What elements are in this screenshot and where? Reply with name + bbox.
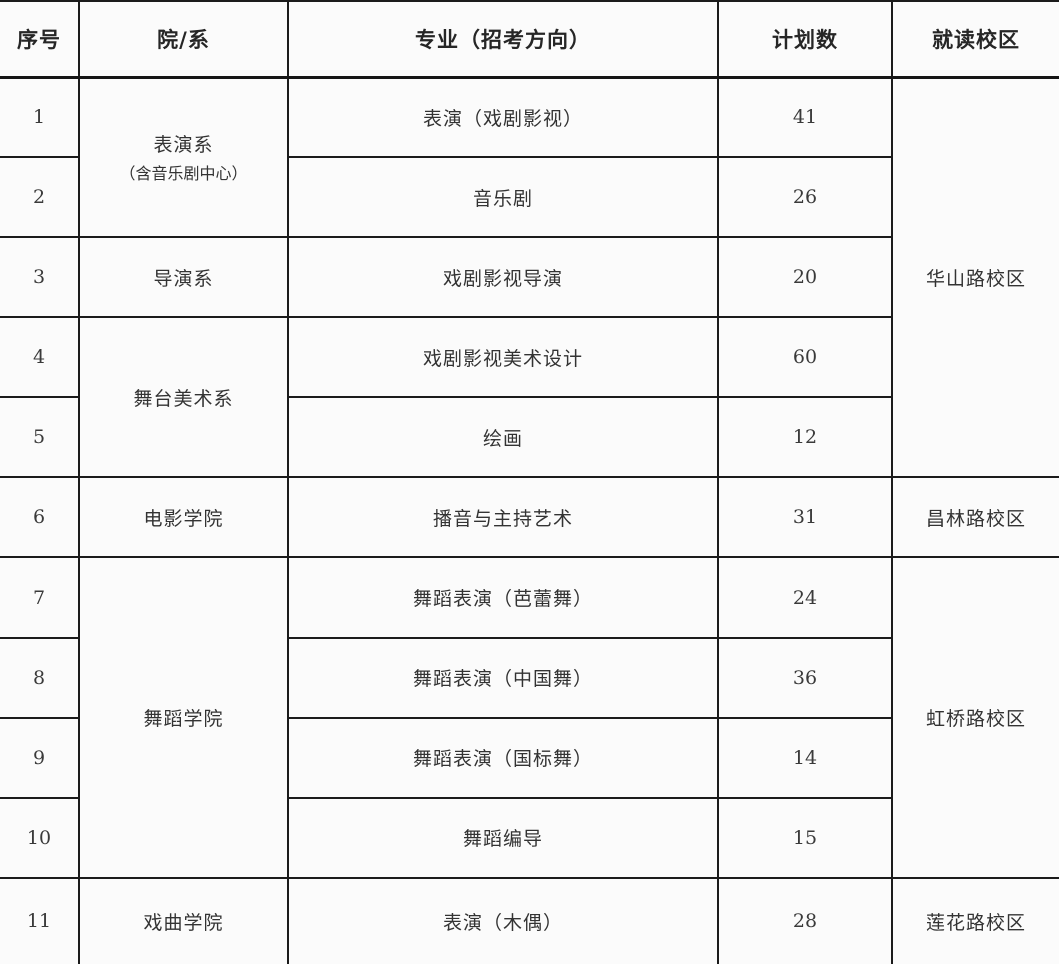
table-row: 5 绘画 12 bbox=[0, 396, 1059, 479]
department-cell: 表演系 （含音乐剧中心） bbox=[78, 75, 289, 239]
count-cell: 41 bbox=[717, 75, 893, 159]
row-number: 3 bbox=[0, 236, 80, 319]
header-campus: 就读校区 bbox=[891, 0, 1059, 79]
department-cell: 舞蹈学院 bbox=[78, 556, 289, 879]
department-sublabel: （含音乐剧中心） bbox=[119, 164, 248, 184]
count-cell: 26 bbox=[717, 156, 893, 239]
campus-cell: 华山路校区 bbox=[891, 75, 1059, 479]
department-label: 表演系 bbox=[153, 134, 214, 157]
major-cell: 舞蹈表演（芭蕾舞） bbox=[287, 556, 719, 639]
campus-cell: 昌林路校区 bbox=[891, 476, 1059, 559]
major-cell: 舞蹈表演（中国舞） bbox=[287, 636, 719, 719]
row-number: 4 bbox=[0, 316, 80, 399]
table-row: 1 表演系 （含音乐剧中心） 表演（戏剧影视） 41 华山路校区 bbox=[0, 75, 1059, 479]
count-cell: 12 bbox=[717, 396, 893, 479]
header-major: 专业（招考方向） bbox=[287, 0, 719, 79]
major-cell: 播音与主持艺术 bbox=[287, 476, 719, 559]
row-number: 5 bbox=[0, 396, 80, 479]
major-cell: 音乐剧 bbox=[287, 156, 719, 239]
department-cell: 导演系 bbox=[78, 236, 289, 319]
table-row: 6 电影学院 播音与主持艺术 31 昌林路校区 bbox=[0, 476, 1059, 559]
count-cell: 60 bbox=[717, 316, 893, 399]
department-cell: 电影学院 bbox=[78, 476, 289, 559]
major-cell: 表演（木偶） bbox=[287, 876, 719, 964]
department-cell: 戏曲学院 bbox=[78, 876, 289, 964]
table-row: 2 音乐剧 26 bbox=[0, 156, 1059, 239]
row-number: 10 bbox=[0, 796, 80, 879]
row-number: 9 bbox=[0, 716, 80, 799]
table-row: 3 导演系 戏剧影视导演 20 bbox=[0, 236, 1059, 319]
row-number: 2 bbox=[0, 156, 80, 239]
major-cell: 戏剧影视美术设计 bbox=[287, 316, 719, 399]
count-cell: 20 bbox=[717, 236, 893, 319]
table-row: 8 舞蹈表演（中国舞） 36 bbox=[0, 636, 1059, 719]
header-department: 院/系 bbox=[78, 0, 289, 79]
count-cell: 14 bbox=[717, 716, 893, 799]
row-number: 1 bbox=[0, 75, 80, 159]
campus-cell: 虹桥路校区 bbox=[891, 556, 1059, 879]
table-row: 10 舞蹈编导 15 bbox=[0, 796, 1059, 879]
count-cell: 31 bbox=[717, 476, 893, 559]
count-cell: 15 bbox=[717, 796, 893, 879]
major-cell: 戏剧影视导演 bbox=[287, 236, 719, 319]
row-number: 6 bbox=[0, 476, 80, 559]
table-row: 7 舞蹈学院 舞蹈表演（芭蕾舞） 24 虹桥路校区 bbox=[0, 556, 1059, 879]
major-cell: 舞蹈表演（国标舞） bbox=[287, 716, 719, 799]
row-number: 11 bbox=[0, 876, 80, 964]
header-no: 序号 bbox=[0, 0, 80, 79]
major-cell: 绘画 bbox=[287, 396, 719, 479]
campus-cell: 莲花路校区 bbox=[891, 876, 1059, 964]
count-cell: 24 bbox=[717, 556, 893, 639]
row-number: 7 bbox=[0, 556, 80, 639]
department-cell: 舞台美术系 bbox=[78, 316, 289, 479]
header-count: 计划数 bbox=[717, 0, 893, 79]
count-cell: 28 bbox=[717, 876, 893, 964]
count-cell: 36 bbox=[717, 636, 893, 719]
table-row: 4 舞台美术系 戏剧影视美术设计 60 bbox=[0, 316, 1059, 479]
header-row: 序号 院/系 专业（招考方向） 计划数 就读校区 bbox=[0, 0, 1059, 79]
row-number: 8 bbox=[0, 636, 80, 719]
table-row: 9 舞蹈表演（国标舞） 14 bbox=[0, 716, 1059, 799]
major-cell: 舞蹈编导 bbox=[287, 796, 719, 879]
table-row: 11 戏曲学院 表演（木偶） 28 莲花路校区 bbox=[0, 876, 1059, 964]
major-cell: 表演（戏剧影视） bbox=[287, 75, 719, 159]
